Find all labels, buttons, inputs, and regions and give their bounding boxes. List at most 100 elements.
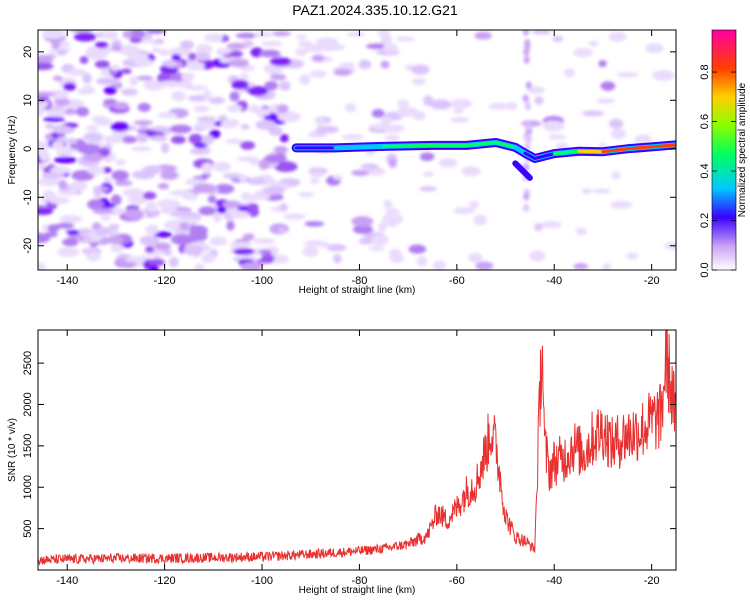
spectrogram-noise-blob: [170, 234, 194, 246]
spectrogram-noise-blob: [278, 112, 297, 120]
spectrogram-noise-blob: [76, 88, 95, 95]
spectrogram-noise-blob: [169, 124, 192, 134]
snr-y-ticks: 500 1000 1500 2000 2500: [22, 351, 676, 538]
spectrogram-noise-blob: [82, 153, 104, 162]
spectrogram-noise-blob: [389, 248, 402, 257]
spectrogram-noise-blob: [380, 34, 393, 45]
ridge-segment: [513, 145, 527, 155]
spectrogram-noise-blob: [207, 195, 217, 204]
spectrogram-noise-blob: [179, 40, 195, 50]
spectrogram-noise-blob: [39, 150, 50, 162]
spectrogram-noise-blob: [236, 156, 260, 162]
colorbar-tick-label: 0.4: [699, 163, 711, 178]
spectrogram-noise-blob: [105, 236, 124, 245]
spectrogram-noise-blob: [299, 74, 311, 86]
spectrogram-noise-blob: [38, 208, 54, 215]
spectrogram-noise-blob: [423, 95, 434, 106]
spectrogram-noise-blob: [170, 135, 186, 145]
spectrogram-noise-blob: [195, 52, 211, 61]
spectrogram-noise-blob: [189, 148, 210, 155]
spectrogram-noise-blob: [242, 233, 255, 241]
spectrogram-noise-blob: [55, 222, 75, 229]
spectrogram-noise-blob: [123, 208, 144, 219]
spectrogram-noise-blob: [149, 264, 159, 270]
spectrogram-noise-blob: [137, 75, 153, 81]
spectrogram-noise-blob: [38, 54, 53, 66]
spectrogram-noise-blob: [38, 140, 50, 152]
spectrogram-noise-blob: [87, 165, 105, 176]
spectrogram-noise-blob: [55, 149, 73, 157]
spectrogram-noise-blob: [58, 179, 68, 190]
x-tick-label: -20: [644, 575, 660, 587]
x-tick-label: -120: [154, 575, 176, 587]
spectrogram-noise-blob: [263, 63, 284, 74]
spectrogram-noise-blob: [231, 79, 249, 90]
spectrogram-noise-blob: [523, 48, 530, 57]
spectrogram-noise-blob: [213, 183, 235, 194]
spectrogram-noise-blob: [184, 85, 208, 91]
spectrogram-noise-blob: [38, 91, 55, 97]
spectrogram-noise-blob: [452, 108, 465, 114]
spectrogram-noise-blob: [142, 191, 157, 200]
spectrogram-noise-blob: [220, 120, 238, 129]
spectrogram-noise-blob: [145, 201, 157, 212]
spectrogram-noise-blob: [588, 40, 599, 47]
spectrogram-noise-blob: [56, 49, 68, 56]
spectrogram-noise-blob: [252, 238, 276, 245]
spectrogram-noise-blob: [542, 120, 565, 132]
spectrogram-noise-blob: [316, 117, 325, 127]
spectrogram-noise-blob: [371, 234, 389, 246]
spectrogram-noise-blob: [527, 86, 545, 95]
spectrogram-noise-blob: [201, 134, 214, 145]
spectrogram-noise-blob: [523, 203, 530, 212]
spectrogram-noise-blob: [225, 138, 244, 145]
spectrogram-noise-blob: [41, 172, 65, 180]
spectrogram-noise-blob: [423, 171, 435, 177]
spectrogram-noise-blob: [341, 133, 364, 141]
spectrogram-noise-blob: [179, 222, 189, 231]
spectrogram-noise-blob: [304, 221, 325, 227]
spectrogram-noise-blob: [82, 73, 92, 84]
spectrogram-noise-blob: [116, 44, 140, 55]
spectrogram-noise-blob: [208, 96, 225, 104]
spectrogram-noise-blob: [248, 86, 268, 96]
spectrogram-noise-blob: [38, 178, 60, 187]
spectrogram-noise-blob: [67, 68, 87, 76]
spectrogram-noise-blob: [70, 30, 94, 33]
spectrogram-noise-blob: [51, 38, 61, 50]
x-tick-label: -40: [546, 275, 562, 287]
spectrogram-noise-blob: [122, 30, 133, 39]
y-tick-label: 1500: [22, 434, 34, 458]
spectrogram-noise-blob: [69, 180, 88, 191]
spectrogram-noise-blob: [137, 102, 151, 113]
spectrogram-noise-blob: [110, 243, 125, 253]
spectrogram-noise-blob: [552, 35, 564, 43]
spectrogram-noise-blob: [56, 41, 72, 48]
x-tick-label: -20: [644, 275, 660, 287]
ridge-segment: [333, 144, 386, 150]
spectrogram-noise-blob: [269, 57, 292, 67]
spectrogram-noise-blob: [333, 68, 353, 76]
ridge-segment: [601, 147, 629, 154]
spectrogram-noise-blob: [87, 199, 104, 210]
spectrogram-noise-blob: [131, 146, 152, 152]
spectrogram-noise-blob: [100, 67, 110, 76]
spectrogram-noise-blob: [95, 77, 119, 86]
spectrogram-noise-blob: [56, 247, 80, 257]
spectrogram-noise-blob: [171, 54, 181, 60]
spectrogram-noise-blob: [182, 192, 199, 201]
spectrogram-noise-blob: [523, 192, 530, 201]
spectrogram-noise-blob: [157, 182, 170, 190]
spectrogram-noise-blob: [229, 50, 243, 58]
spectrogram-noise-blob: [273, 145, 289, 154]
spectrogram-noise-blob: [522, 94, 529, 103]
y-tick-label: 10: [22, 94, 34, 106]
spectrogram-noise-blob: [596, 98, 616, 104]
spectrogram-noise-blob: [226, 220, 235, 231]
spectrogram-noise-blob: [261, 40, 283, 47]
spectrogram-noise-blob: [332, 174, 343, 181]
spectrogram-noise-blob: [383, 43, 398, 54]
spectrogram-noise-blob: [369, 123, 393, 131]
ridge-segment: [494, 140, 517, 149]
spectrogram-noise-blob: [161, 142, 170, 154]
